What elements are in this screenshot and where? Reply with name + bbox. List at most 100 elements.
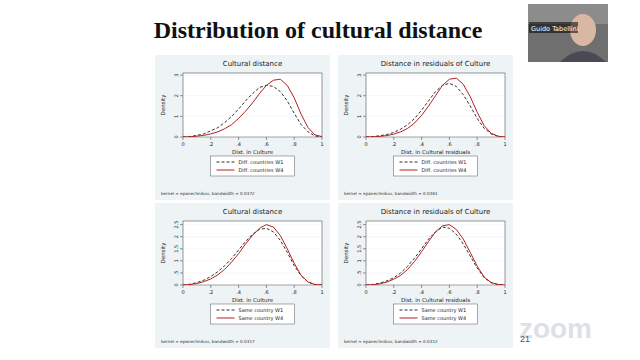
y-tick (363, 75, 366, 76)
grid-line (183, 236, 322, 237)
x-tick (366, 285, 367, 288)
legend-swatch (400, 162, 418, 163)
chart-panel: Distance in residuals of Culture01230.2.… (338, 55, 513, 200)
density-line (366, 83, 505, 137)
y-tick (180, 137, 183, 138)
x-tick-label: 1 (503, 141, 506, 147)
x-tick-label: .8 (475, 289, 480, 295)
y-tick-label: 1 (356, 259, 362, 262)
y-tick (363, 260, 366, 261)
x-tick (449, 285, 450, 288)
x-tick-label: .2 (391, 289, 396, 295)
grid-line (366, 116, 505, 117)
y-tick (363, 272, 366, 273)
x-tick-label: .4 (419, 289, 424, 295)
x-tick (505, 137, 506, 140)
grid-line (366, 224, 505, 225)
x-tick (421, 285, 422, 288)
grid-line (183, 116, 322, 117)
x-axis-label: Dist. in Cultural residuals (401, 149, 470, 155)
legend-label: Same country W1 (239, 307, 284, 314)
x-tick-label: .8 (292, 141, 297, 147)
x-tick (183, 137, 184, 140)
y-tick (180, 236, 183, 237)
density-line (183, 225, 322, 285)
video-frame (528, 4, 608, 62)
legend-swatch (400, 318, 418, 319)
density-line (183, 85, 322, 137)
background (0, 0, 640, 360)
x-tick-label: .6 (264, 141, 269, 147)
legend: Same country W1Same country W4 (394, 304, 478, 324)
x-tick-label: .6 (447, 141, 452, 147)
legend-label: Diff. countries W1 (422, 159, 467, 165)
y-axis-label: Density (343, 242, 350, 264)
y-tick-label: 1 (173, 115, 179, 118)
y-tick-label: 1 (173, 259, 179, 262)
x-tick-label: 0 (364, 141, 367, 147)
y-tick-label: 3 (356, 73, 362, 76)
grid-line (183, 75, 322, 76)
chart-note: kernel = epanechnikov, bandwidth = 0.036… (344, 191, 438, 196)
grid-line (366, 248, 505, 249)
speaker-name: Guido Tabellini (531, 25, 579, 33)
density-line (183, 228, 322, 285)
y-tick (180, 75, 183, 76)
speaker-body (560, 51, 606, 62)
chart-panel: Cultural distance01230.2.4.6.81Dist. in … (155, 55, 330, 200)
legend: Same country W1Same country W4 (211, 304, 295, 324)
x-tick-label: .2 (208, 289, 213, 295)
x-tick-label: .4 (236, 289, 241, 295)
x-tick (322, 137, 323, 140)
y-tick-label: 2 (356, 235, 362, 238)
x-tick-label: .6 (447, 289, 452, 295)
x-tick-label: 0 (181, 289, 184, 295)
legend-label: Diff. countries W4 (239, 167, 284, 173)
y-tick-label: 3 (173, 73, 179, 76)
legend-box (394, 304, 478, 324)
slide-title: Distribution of cultural distance (154, 17, 483, 43)
y-tick-label: 1.5 (356, 245, 362, 253)
x-tick-label: 1 (503, 289, 506, 295)
legend-swatch (400, 310, 418, 311)
y-tick (363, 248, 366, 249)
x-tick (393, 137, 394, 140)
y-tick (180, 248, 183, 249)
video-wall (528, 4, 608, 24)
graph-region (155, 203, 330, 348)
density-line (366, 78, 505, 137)
x-tick (322, 285, 323, 288)
x-tick-label: .2 (208, 141, 213, 147)
legend-box (211, 156, 295, 176)
x-axis-label: Dist. in Cultural residuals (401, 297, 470, 303)
y-tick (180, 116, 183, 117)
x-tick-label: .2 (391, 141, 396, 147)
legend-label: Same country W4 (239, 315, 284, 322)
x-tick-label: .8 (475, 141, 480, 147)
x-tick (266, 137, 267, 140)
page-number: 21 (520, 334, 530, 344)
x-tick (393, 285, 394, 288)
graph-region (338, 203, 513, 348)
legend-label: Same country W1 (422, 307, 467, 314)
y-tick (180, 285, 183, 286)
y-tick-label: 0 (356, 283, 362, 286)
legend-box (394, 156, 478, 176)
x-tick-label: 0 (181, 141, 184, 147)
chart-title: Cultural distance (223, 60, 282, 68)
x-tick (266, 285, 267, 288)
chart-note: kernel = epanechnikov, bandwidth = 0.031… (161, 339, 255, 344)
legend-label: Same country W4 (422, 315, 467, 322)
y-tick (363, 116, 366, 117)
grid-line (366, 260, 505, 261)
grid-line (366, 285, 505, 286)
y-tick (363, 95, 366, 96)
speaker-video: Guido Tabellini (528, 4, 608, 62)
y-tick-label: 1.5 (173, 245, 179, 253)
y-tick-label: 0 (173, 283, 179, 286)
watermark: zoom (519, 313, 592, 344)
legend-swatch (217, 162, 235, 163)
grid-line (183, 248, 322, 249)
x-tick (477, 137, 478, 140)
y-tick (363, 236, 366, 237)
